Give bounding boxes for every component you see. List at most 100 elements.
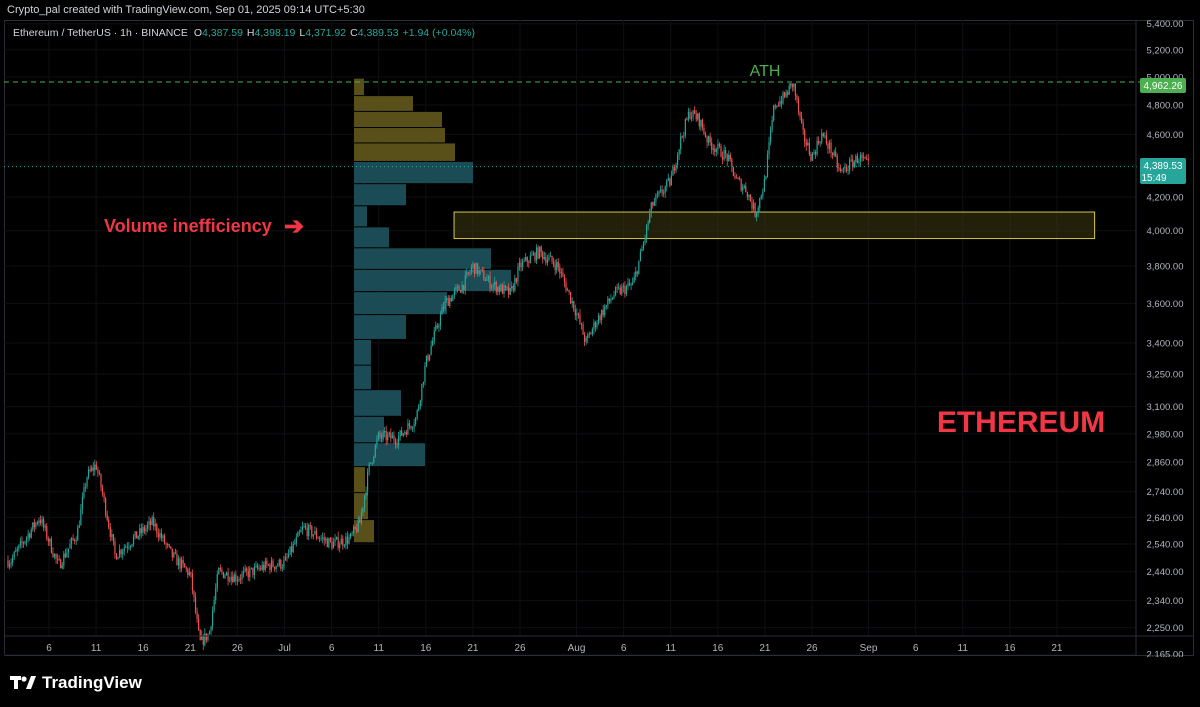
candle-body — [780, 100, 783, 104]
candle-body — [787, 92, 789, 95]
candle-body — [46, 526, 48, 539]
candle-body — [18, 544, 20, 549]
candle-body — [566, 289, 569, 291]
candle-body — [210, 626, 212, 632]
candle-body — [703, 128, 705, 134]
candle-body — [475, 263, 477, 274]
chart-canvas[interactable]: 5,400.00 5,200.00 5,000.00 4,800.00 4,600.00… — [0, 0, 1200, 657]
candle-body — [139, 528, 141, 536]
candle-body — [537, 247, 539, 259]
volume-profile-bar — [354, 111, 442, 128]
candle-body — [182, 559, 184, 564]
candle-body — [320, 537, 322, 539]
candle-body — [763, 178, 765, 192]
volume-profile-bar — [354, 365, 371, 390]
price-tick-label: 2,250.00 — [1147, 623, 1184, 634]
close-label: C — [350, 27, 358, 39]
candle-body — [618, 287, 620, 289]
candle-body — [229, 580, 231, 582]
candle-body — [762, 191, 764, 196]
candle-body — [328, 538, 330, 548]
candle-body — [797, 99, 800, 112]
candle-body — [286, 556, 288, 558]
candle-body — [95, 464, 97, 470]
candle-body — [734, 176, 736, 178]
candle-body — [680, 136, 682, 150]
candle-body — [162, 535, 164, 539]
candle-body — [239, 579, 242, 580]
candle-body — [125, 546, 127, 548]
candle-body — [450, 298, 452, 301]
time-tick-label: 21 — [759, 643, 771, 654]
ath-price-tag: 4,962.26 — [1140, 78, 1186, 93]
candle-body — [520, 262, 522, 268]
candle-body — [466, 272, 468, 276]
candle-body — [317, 537, 319, 539]
candle-body — [177, 558, 180, 566]
time-tick-label: Sep — [860, 643, 878, 654]
candle-body — [235, 574, 237, 581]
candle-body — [63, 553, 65, 566]
candle-body — [151, 517, 153, 526]
candle-body — [704, 133, 707, 137]
candle-body — [244, 568, 246, 571]
candle-body — [522, 261, 524, 268]
ath-label: ATH — [750, 63, 781, 80]
candle-body — [283, 560, 285, 568]
candle-body — [511, 285, 513, 289]
candle-body — [529, 255, 531, 263]
candle-body — [318, 538, 321, 540]
time-tick-label: 11 — [91, 643, 102, 654]
candle-body — [534, 252, 536, 261]
candle-body — [70, 538, 73, 544]
candle-body — [473, 263, 476, 274]
candle-body — [340, 538, 342, 545]
candle-body — [670, 175, 672, 186]
candle-body — [622, 285, 624, 288]
candle-body — [667, 178, 669, 181]
candle-body — [261, 564, 263, 570]
candle-body — [656, 194, 659, 196]
candle-body — [7, 560, 9, 567]
candle-body — [145, 528, 147, 532]
candle-body — [407, 423, 409, 435]
candle-body — [385, 431, 387, 441]
arrow-right-icon: ➔ — [284, 213, 304, 240]
candle-body — [429, 354, 431, 361]
candle-body — [866, 158, 868, 160]
candle-body — [114, 541, 116, 554]
candle-body — [525, 257, 527, 261]
volume-profile-bar — [354, 339, 371, 365]
candle-body — [297, 532, 299, 538]
candle-body — [287, 554, 290, 557]
candle-body — [514, 278, 516, 291]
candle-body — [658, 191, 660, 195]
candle-body — [376, 439, 378, 446]
candle-body — [805, 141, 807, 146]
candle-body — [238, 579, 240, 581]
candle-body — [291, 546, 293, 553]
candle-body — [453, 290, 455, 295]
chart-frame[interactable] — [4, 20, 1194, 656]
candle-body — [224, 575, 226, 578]
price-tick-label: 4,200.00 — [1147, 193, 1184, 204]
candle-body — [830, 142, 832, 154]
candle-body — [342, 538, 344, 546]
candle-body — [458, 286, 460, 291]
candle-body — [370, 462, 372, 464]
tradingview-logo[interactable]: TradingView — [10, 673, 142, 693]
candle-body — [424, 365, 426, 383]
candle-body — [207, 634, 209, 641]
candle-body — [551, 255, 553, 262]
candle-body — [628, 283, 631, 286]
candle-body — [373, 456, 375, 463]
time-tick-label: 21 — [185, 643, 197, 654]
candle-body — [601, 309, 603, 321]
candle-body — [105, 498, 107, 515]
candle-body — [687, 111, 690, 120]
price-tick-label: 2,440.00 — [1147, 567, 1184, 578]
candle-body — [587, 335, 589, 338]
candle-body — [97, 469, 99, 473]
candle-body — [163, 535, 166, 544]
candle-body — [483, 270, 485, 281]
